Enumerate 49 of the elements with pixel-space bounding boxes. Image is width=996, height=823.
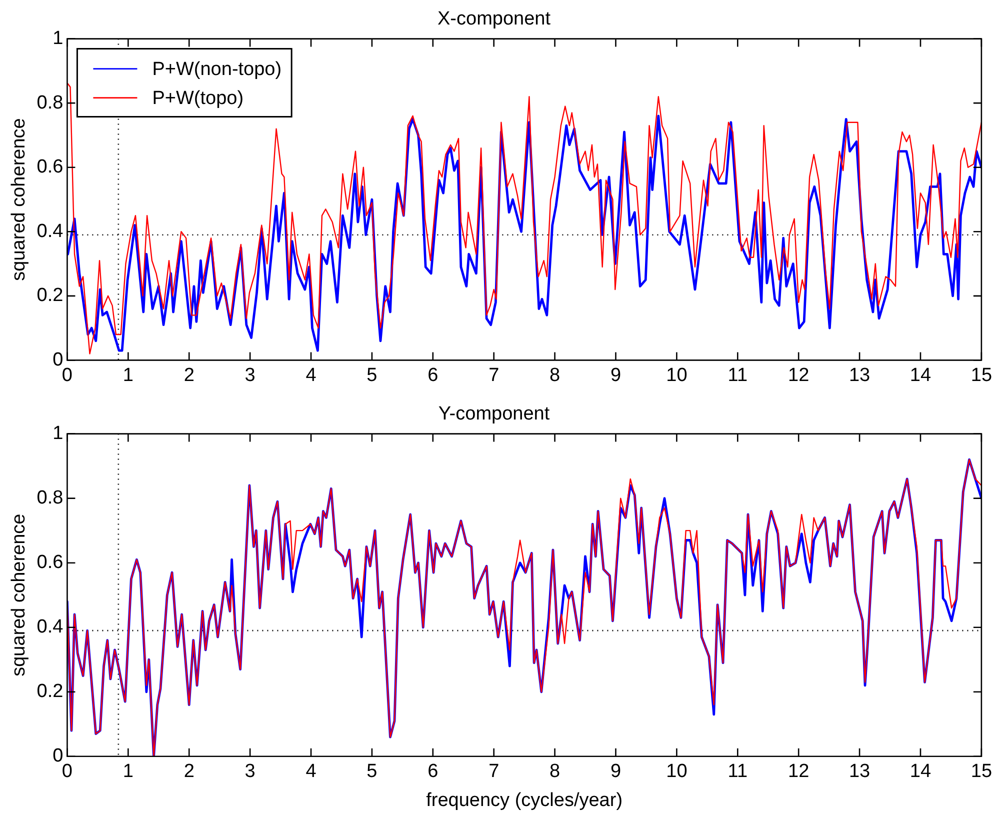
y-tick-label: 0 [52, 746, 64, 767]
x-axis-title: frequency (cycles/year) [426, 790, 623, 811]
x-tick-label: 10 [666, 364, 688, 386]
x-tick-label: 11 [728, 761, 748, 782]
y-tick-label: 0.4 [36, 220, 64, 242]
x-tick-label: 4 [306, 364, 317, 386]
x-tick-label: 3 [244, 761, 256, 782]
x-tick-label: 7 [488, 761, 500, 782]
x-tick-label: 8 [550, 761, 560, 782]
x-tick-label: 7 [488, 364, 500, 386]
legend-label: P+W(non-topo) [152, 59, 282, 80]
y-tick-label: 1 [52, 423, 64, 444]
y-tick-label: 0.4 [36, 616, 64, 638]
y-tick-label: 0 [52, 349, 64, 370]
y-tick-label: 0.8 [36, 92, 64, 114]
chart-title: Y-component [438, 404, 550, 425]
y-tick-label: 0.2 [36, 681, 64, 702]
x-tick-label: 15 [970, 761, 992, 782]
chart-title: X-component [437, 8, 552, 30]
y-tick-label: 0.6 [36, 552, 64, 574]
x-tick-label: 11 [728, 364, 748, 386]
x-tick-label: 14 [910, 364, 932, 386]
x-tick-label: 5 [366, 761, 378, 782]
x-tick-label: 15 [970, 364, 992, 386]
x-tick-label: 13 [848, 364, 870, 386]
x-tick-label: 2 [184, 761, 194, 782]
y-axis-title: squared coherence [8, 514, 30, 676]
x-tick-label: 2 [184, 364, 194, 386]
x-tick-label: 5 [366, 364, 378, 386]
x-tick-label: 9 [610, 761, 622, 782]
x-tick-label: 10 [666, 761, 688, 782]
x-tick-label: 14 [910, 761, 932, 782]
x-tick-label: 6 [428, 761, 438, 782]
y-axis-title: squared coherence [8, 118, 30, 281]
x-tick-label: 1 [122, 761, 134, 782]
x-tick-label: 1 [122, 364, 134, 386]
y-tick-label: 1 [52, 28, 64, 50]
x-tick-label: 3 [244, 364, 256, 386]
x-tick-label: 12 [788, 761, 810, 782]
y-tick-label: 0.8 [36, 488, 64, 509]
x-tick-label: 13 [848, 761, 870, 782]
legend-label: P+W(topo) [152, 88, 244, 110]
y-tick-label: 0.2 [36, 285, 64, 306]
x-tick-label: 4 [306, 761, 317, 782]
x-tick-label: 9 [610, 364, 622, 386]
x-tick-label: 8 [550, 364, 560, 386]
x-tick-label: 12 [788, 364, 810, 386]
x-tick-label: 6 [428, 364, 438, 386]
y-tick-label: 0.6 [36, 156, 64, 178]
